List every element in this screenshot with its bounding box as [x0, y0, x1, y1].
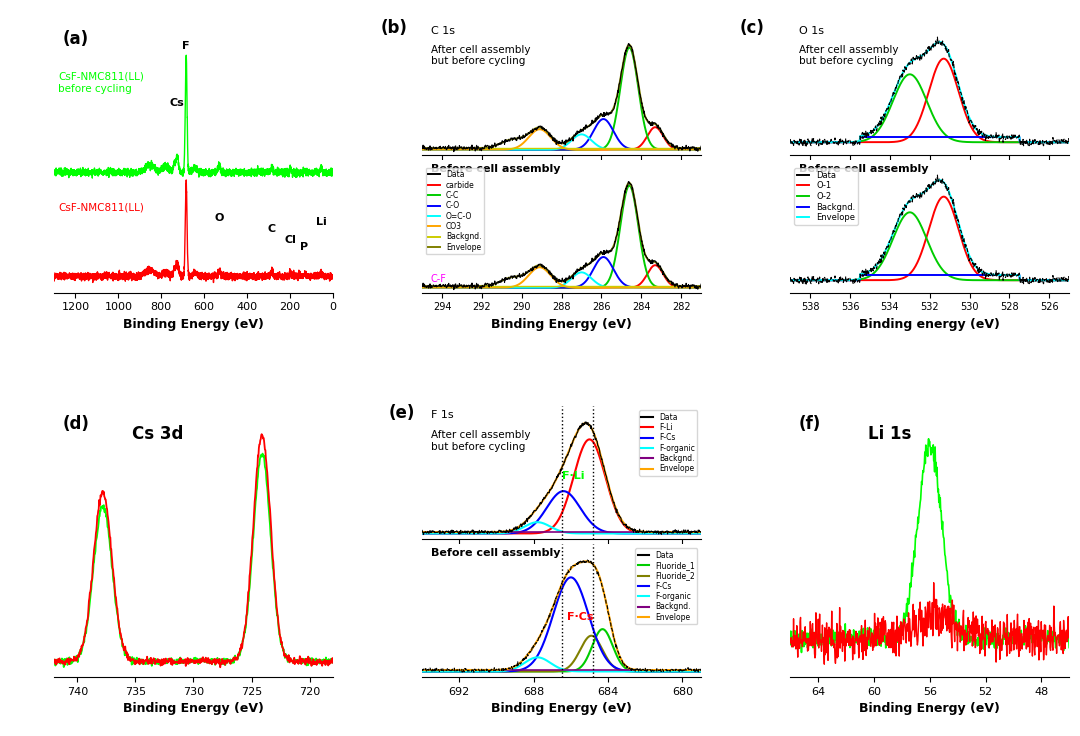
- Text: F·Cs: F·Cs: [567, 612, 593, 622]
- Text: (b): (b): [380, 19, 407, 38]
- X-axis label: Binding Energy (eV): Binding Energy (eV): [123, 702, 264, 715]
- Text: C-F: C-F: [431, 274, 446, 284]
- Legend: Data, F-Li, F-Cs, F-organic, Backgnd., Envelope: Data, F-Li, F-Cs, F-organic, Backgnd., E…: [639, 410, 698, 475]
- Text: F·Li: F·Li: [562, 471, 584, 481]
- Text: C 1s: C 1s: [431, 26, 455, 36]
- Text: O 1s: O 1s: [799, 26, 824, 36]
- Text: F: F: [183, 41, 190, 51]
- X-axis label: Binding energy (eV): Binding energy (eV): [860, 318, 1000, 331]
- Text: C: C: [268, 224, 276, 234]
- Legend: Data, carbide, C-C, C-O, O=C-O, CO3, Backgnd., Envelope: Data, carbide, C-C, C-O, O=C-O, CO3, Bac…: [426, 168, 484, 254]
- Text: CsF-NMC811(LL)
before cycling: CsF-NMC811(LL) before cycling: [58, 72, 144, 94]
- Text: After cell assembly
but before cycling: After cell assembly but before cycling: [799, 45, 899, 66]
- Text: After cell assembly
but before cycling: After cell assembly but before cycling: [431, 431, 530, 452]
- Text: Cs: Cs: [170, 98, 185, 107]
- Text: (d): (d): [63, 414, 90, 433]
- X-axis label: Binding Energy (eV): Binding Energy (eV): [860, 702, 1000, 715]
- Text: Before cell assembly: Before cell assembly: [431, 164, 561, 174]
- Text: (c): (c): [740, 19, 765, 38]
- Text: O: O: [215, 213, 224, 222]
- Text: Li 1s: Li 1s: [868, 425, 912, 443]
- X-axis label: Binding Energy (eV): Binding Energy (eV): [123, 318, 264, 331]
- Text: Before cell assembly: Before cell assembly: [431, 548, 561, 559]
- Text: F 1s: F 1s: [431, 411, 454, 420]
- Text: P: P: [300, 242, 309, 252]
- Text: (e): (e): [389, 404, 415, 422]
- X-axis label: Binding Energy (eV): Binding Energy (eV): [491, 318, 632, 331]
- Legend: Data, Fluoride_1, Fluoride_2, F-Cs, F-organic, Backgnd., Envelope: Data, Fluoride_1, Fluoride_2, F-Cs, F-or…: [635, 548, 698, 624]
- Text: Cs 3d: Cs 3d: [132, 425, 184, 443]
- Text: (a): (a): [63, 30, 89, 48]
- Text: CsF-NMC811(LL): CsF-NMC811(LL): [58, 202, 144, 212]
- Text: (f): (f): [799, 414, 821, 433]
- Text: Li: Li: [315, 217, 326, 227]
- Text: After cell assembly
but before cycling: After cell assembly but before cycling: [431, 45, 530, 66]
- X-axis label: Binding Energy (eV): Binding Energy (eV): [491, 702, 632, 715]
- Legend: Data, O-1, O-2, Backgnd., Envelope: Data, O-1, O-2, Backgnd., Envelope: [795, 169, 858, 225]
- Text: Before cell assembly: Before cell assembly: [799, 164, 928, 174]
- Text: Cl: Cl: [284, 235, 296, 245]
